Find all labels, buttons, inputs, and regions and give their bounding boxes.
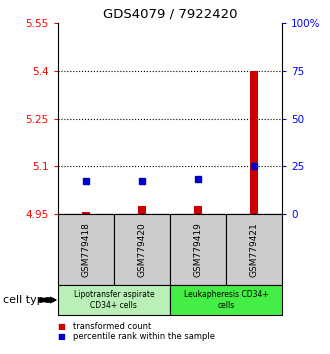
Text: Leukapheresis CD34+
cells: Leukapheresis CD34+ cells [184, 290, 268, 310]
Bar [194, 206, 202, 214]
Text: transformed count: transformed count [73, 322, 151, 331]
Bar [82, 212, 90, 214]
Text: GSM779418: GSM779418 [81, 222, 90, 277]
Text: percentile rank within the sample: percentile rank within the sample [73, 332, 214, 341]
Bar [138, 206, 146, 214]
Bar [250, 71, 258, 214]
Text: Lipotransfer aspirate
CD34+ cells: Lipotransfer aspirate CD34+ cells [74, 290, 154, 310]
Text: GSM779419: GSM779419 [193, 222, 203, 277]
Text: GSM779421: GSM779421 [249, 222, 259, 277]
Title: GDS4079 / 7922420: GDS4079 / 7922420 [103, 7, 237, 21]
Text: GSM779420: GSM779420 [137, 222, 147, 277]
Text: ■: ■ [58, 332, 66, 341]
Text: ■: ■ [58, 322, 66, 331]
Text: cell type: cell type [3, 295, 51, 305]
